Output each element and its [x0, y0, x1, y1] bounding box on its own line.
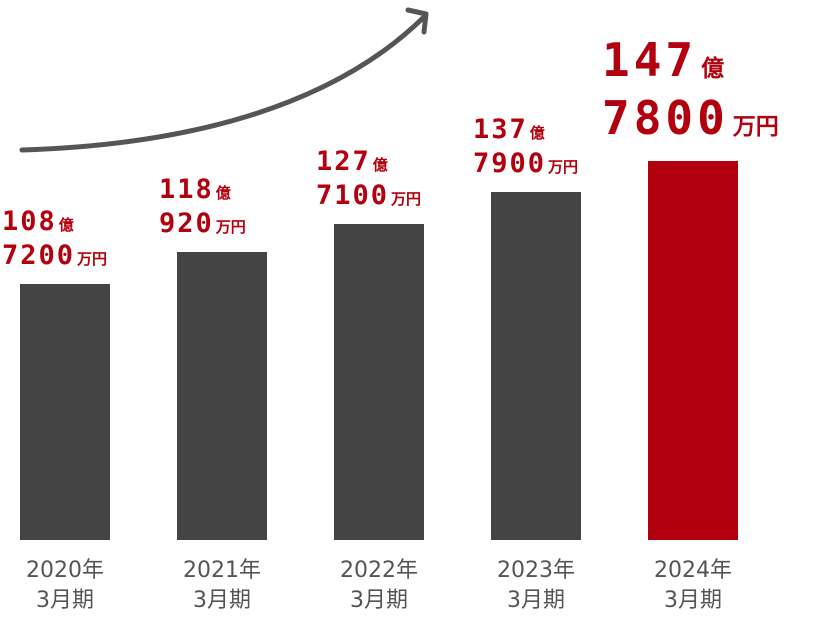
data-label: 127 億 7100 万円 [316, 148, 421, 216]
data-label: 147 億 7800 万円 [602, 37, 779, 153]
data-label-man: 7200 [2, 240, 76, 271]
bar [177, 251, 267, 540]
x-tick-period: 3月期 [664, 588, 722, 613]
data-label-man: 7900 [473, 148, 547, 180]
x-tick-label: 2020年 3月期 [15, 556, 115, 616]
x-tick-label: 2022年 3月期 [329, 556, 429, 616]
x-tick-period: 3月期 [507, 588, 565, 613]
x-tick-label: 2024年 3月期 [643, 556, 743, 616]
x-tick-year: 2022年 [340, 558, 418, 583]
x-tick-period: 3月期 [193, 588, 251, 613]
data-label-man: 7100 [316, 180, 390, 212]
data-label-man: 7800 [602, 91, 729, 145]
x-tick-year: 2023年 [497, 558, 575, 583]
x-tick-year: 2024年 [654, 558, 732, 583]
data-label-oku: 137 [473, 114, 528, 146]
data-label-oku-unit: 億 [58, 216, 74, 234]
data-label-oku: 147 [602, 33, 698, 87]
x-tick-year: 2020年 [26, 558, 104, 583]
data-label-oku: 127 [316, 146, 371, 178]
x-tick-label: 2023年 3月期 [486, 556, 586, 616]
data-label-oku: 108 [2, 206, 57, 237]
data-label-man-unit: 万円 [548, 158, 579, 177]
data-label: 118 億 920 万円 [159, 176, 246, 244]
data-label-oku-unit: 億 [215, 183, 231, 202]
bar [648, 161, 738, 540]
bar [491, 192, 581, 540]
bar [334, 224, 424, 540]
data-label-man-unit: 万円 [732, 114, 779, 140]
bar [20, 284, 110, 540]
x-tick-period: 3月期 [350, 588, 408, 613]
data-label-oku-unit: 億 [701, 56, 725, 82]
data-label-oku-unit: 億 [372, 156, 388, 175]
data-label-man: 920 [159, 207, 214, 239]
x-tick-year: 2021年 [183, 558, 261, 583]
data-label-oku-unit: 億 [529, 124, 545, 143]
data-label: 108 億 7200 万円 [2, 208, 107, 276]
data-label-man-unit: 万円 [215, 217, 246, 236]
data-label-oku: 118 [159, 173, 214, 205]
x-tick-label: 2021年 3月期 [172, 556, 272, 616]
x-tick-period: 3月期 [36, 588, 94, 613]
data-label-man-unit: 万円 [77, 250, 108, 268]
data-label-man-unit: 万円 [391, 190, 422, 209]
data-label: 137 億 7900 万円 [473, 116, 578, 184]
